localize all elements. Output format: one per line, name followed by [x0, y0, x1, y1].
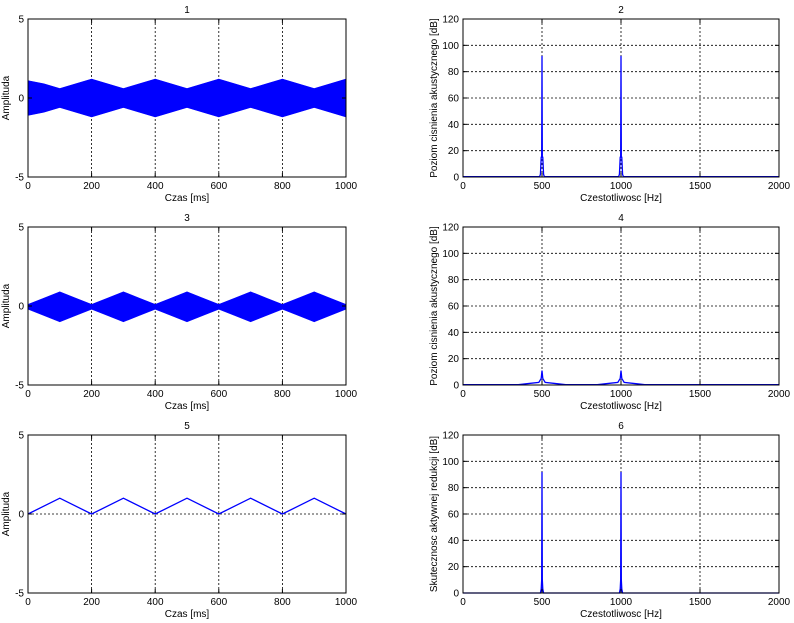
- plot2-xtick-label-1: 500: [534, 181, 551, 192]
- plot1-xtick-label-2: 400: [147, 181, 164, 192]
- plot6-ylabel: Skutecznosc aktywnej redukcji [dB]: [429, 436, 440, 592]
- plot4-ytick-label-5: 100: [442, 249, 459, 260]
- plot5-series-0-line: [27, 497, 347, 515]
- plot6-ytick-label-6: 120: [442, 431, 459, 442]
- plot4-xtick-label-3: 1500: [689, 389, 712, 400]
- plot3-ytick-label-1: 0: [18, 302, 24, 313]
- plot2-ytick-label-5: 100: [442, 41, 459, 52]
- plot6-title: 6: [618, 421, 624, 432]
- plot6-xtick-label-4: 2000: [768, 597, 791, 608]
- plot1-xtick-label-4: 800: [274, 181, 291, 192]
- plot3-xlabel: Czas [ms]: [165, 401, 210, 412]
- plot1-xtick-label-3: 600: [210, 181, 227, 192]
- plot3-xtick-label-0: 0: [25, 389, 31, 400]
- plot2-ytick-label-4: 80: [448, 67, 460, 78]
- plot5-ytick-label-1: 0: [18, 510, 24, 521]
- plot2-ytick-label-1: 20: [448, 146, 460, 157]
- plot2-xtick-label-3: 1500: [689, 181, 712, 192]
- plot4-ytick-label-4: 80: [448, 275, 460, 286]
- plot4-xlabel: Czestotliwosc [Hz]: [580, 401, 662, 412]
- plot4-ytick-label-2: 40: [448, 328, 460, 339]
- plot6-xtick-label-0: 0: [460, 597, 466, 608]
- plot6-ytick-label-2: 40: [448, 536, 460, 547]
- plot6-ytick-label-5: 100: [442, 457, 459, 468]
- plot2-ytick-label-0: 0: [453, 173, 459, 184]
- plot3-ytick-label-0: -5: [15, 381, 24, 392]
- plot5-title: 5: [184, 421, 190, 432]
- plot5-xtick-label-1: 200: [83, 597, 100, 608]
- plot6-xtick-label-3: 1500: [689, 597, 712, 608]
- plot5-xtick-label-2: 400: [147, 597, 164, 608]
- plot6-ytick-label-4: 80: [448, 483, 460, 494]
- plot4-xtick-label-2: 1000: [610, 389, 633, 400]
- plot2-ytick-label-6: 120: [442, 15, 459, 26]
- plot6-ytick-label-0: 0: [453, 589, 459, 600]
- plot1-xtick-label-0: 0: [25, 181, 31, 192]
- plot3-xtick-label-1: 200: [83, 389, 100, 400]
- plot1-title: 1: [184, 5, 190, 16]
- chart-plot4: 0 500 1000 1500 2000 0 20 40 60 80 100 120 4 Czestotl…: [429, 213, 791, 412]
- plot5-ylabel: Amplituda: [1, 491, 12, 536]
- plot1-ytick-label-1: 0: [18, 94, 24, 105]
- chart-plot2: 0 500 1000 1500 2000 0 20 40 60 80 100 120 2 Czestotl…: [429, 5, 791, 204]
- plot1-xtick-label-5: 1000: [335, 181, 358, 192]
- chart-plot6: 0 500 1000 1500 2000 0 20 40 60 80 100 120 6 Czestotl…: [429, 421, 791, 620]
- plot5-xtick-label-0: 0: [25, 597, 31, 608]
- plot1-ytick-label-2: 5: [18, 15, 24, 26]
- plot1-ylabel: Amplituda: [1, 75, 12, 120]
- plot1-xtick-label-1: 200: [83, 181, 100, 192]
- plot5-xtick-label-3: 600: [210, 597, 227, 608]
- plot3-xtick-label-4: 800: [274, 389, 291, 400]
- plot4-ytick-label-0: 0: [453, 381, 459, 392]
- plot4-ytick-label-6: 120: [442, 223, 459, 234]
- plot4-xtick-label-4: 2000: [768, 389, 791, 400]
- plot1-xlabel: Czas [ms]: [165, 193, 210, 204]
- plot3-title: 3: [184, 213, 190, 224]
- plot2-xlabel: Czestotliwosc [Hz]: [580, 193, 662, 204]
- plot5-xtick-label-5: 1000: [335, 597, 358, 608]
- plot6-xlabel: Czestotliwosc [Hz]: [580, 609, 662, 620]
- plot4-ytick-label-3: 60: [448, 302, 460, 313]
- plot5-ytick-label-0: -5: [15, 589, 24, 600]
- plot5-xtick-label-4: 800: [274, 597, 291, 608]
- plot3-xtick-label-5: 1000: [335, 389, 358, 400]
- plot2-ytick-label-3: 60: [448, 94, 460, 105]
- plot1-ytick-label-0: -5: [15, 173, 24, 184]
- plot6-ytick-label-1: 20: [448, 562, 460, 573]
- plot2-ylabel: Poziom cisnienia akustycznego [dB]: [429, 18, 440, 178]
- plot4-xtick-label-1: 500: [534, 389, 551, 400]
- plot6-ytick-label-3: 60: [448, 510, 460, 521]
- plot6-xtick-label-2: 1000: [610, 597, 633, 608]
- plot2-xtick-label-4: 2000: [768, 181, 791, 192]
- plot4-title: 4: [618, 213, 624, 224]
- plot3-ylabel: Amplituda: [1, 283, 12, 328]
- plot5-ytick-label-2: 5: [18, 431, 24, 442]
- plot4-ytick-label-1: 20: [448, 354, 460, 365]
- plot2-xtick-label-0: 0: [460, 181, 466, 192]
- plot4-xtick-label-0: 0: [460, 389, 466, 400]
- plot2-title: 2: [618, 5, 624, 16]
- plot6-xtick-label-1: 500: [534, 597, 551, 608]
- plot2-xtick-label-2: 1000: [610, 181, 633, 192]
- plot4-ylabel: Poziom cisnienia akustycznego [dB]: [429, 226, 440, 386]
- plot2-ytick-label-2: 40: [448, 120, 460, 131]
- plot3-xtick-label-3: 600: [210, 389, 227, 400]
- plot5-xlabel: Czas [ms]: [165, 609, 210, 620]
- plot3-ytick-label-2: 5: [18, 223, 24, 234]
- plot3-xtick-label-2: 400: [147, 389, 164, 400]
